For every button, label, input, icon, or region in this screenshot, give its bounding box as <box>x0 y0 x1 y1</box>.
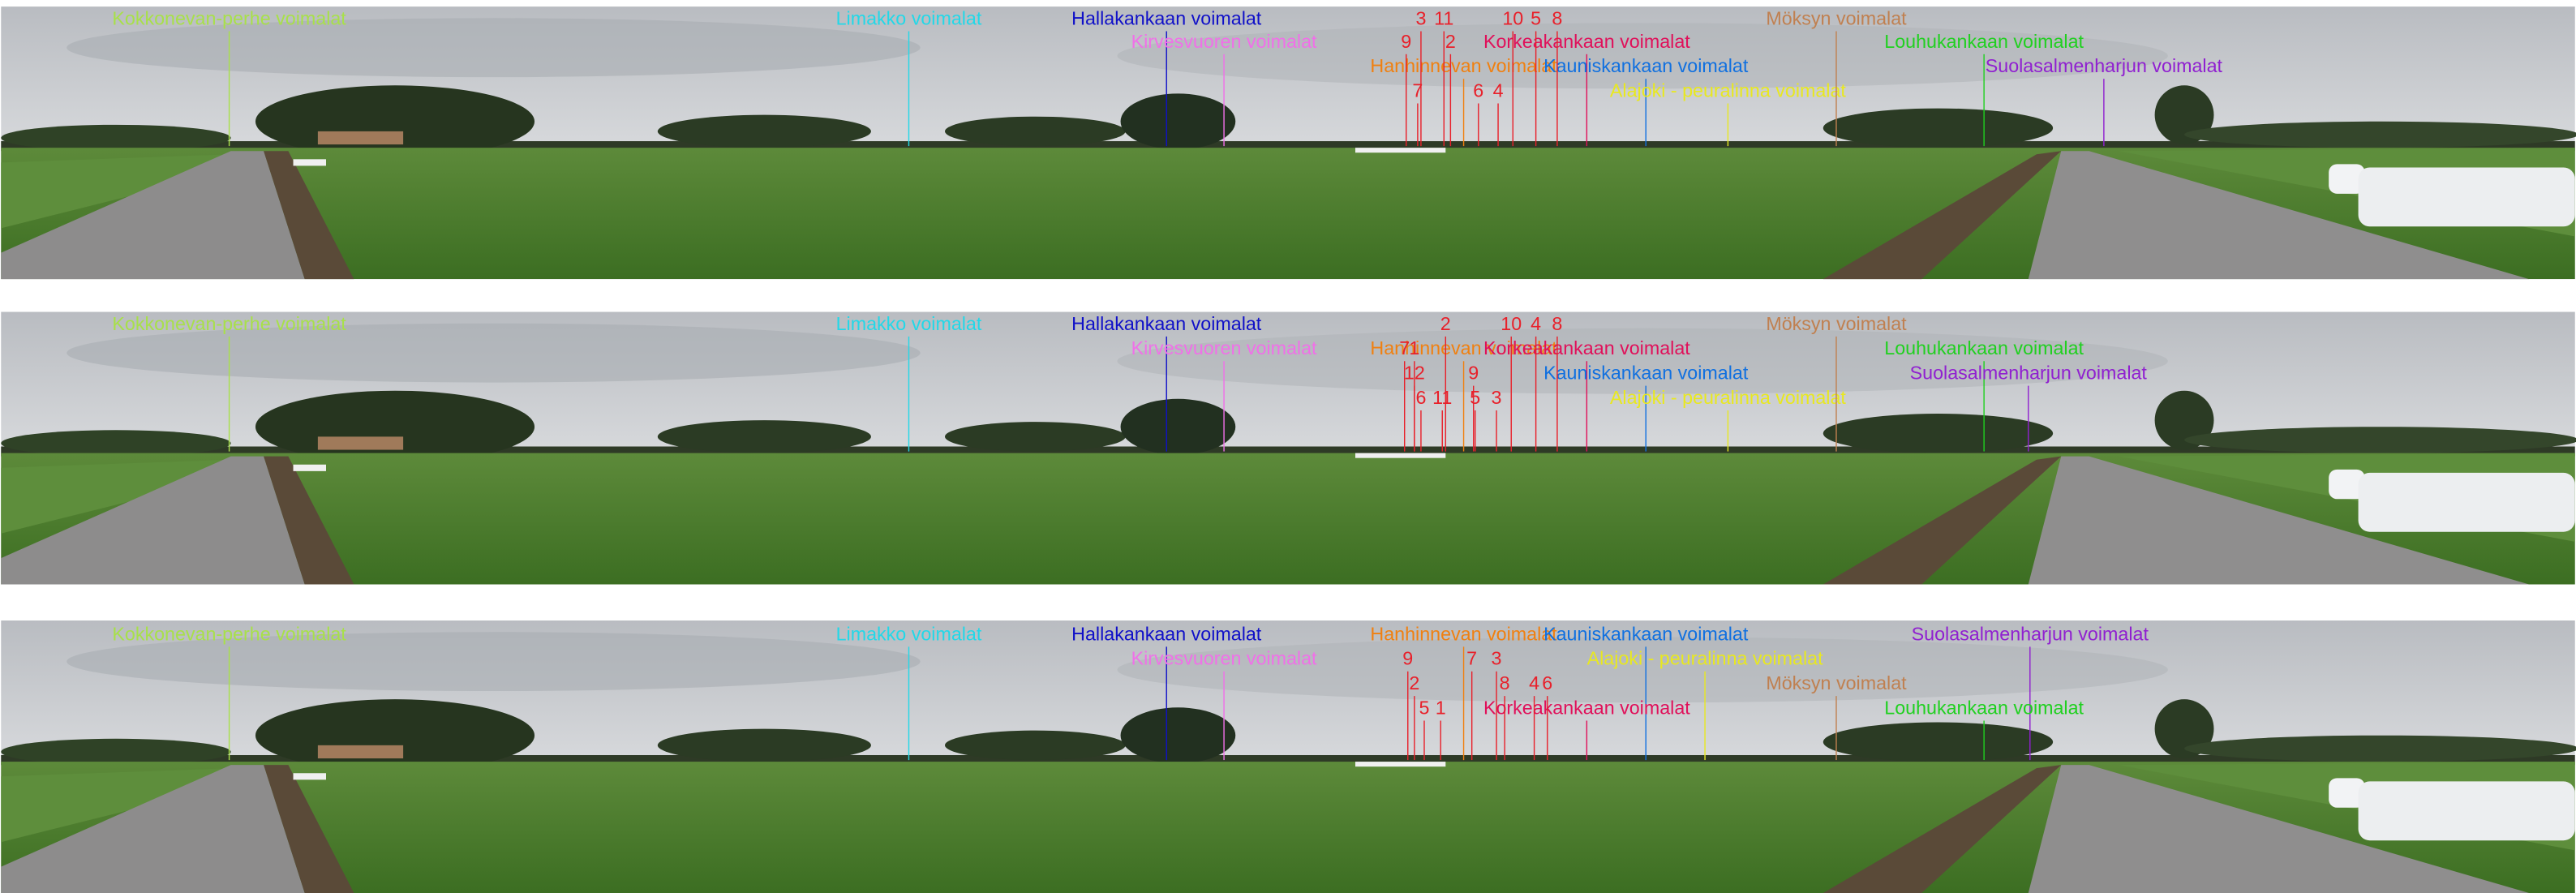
turbine-number: 7 <box>1412 79 1423 101</box>
turbine-number: 7 <box>1399 337 1410 358</box>
turbine-number: 1 <box>1436 697 1446 718</box>
turbine-number: 8 <box>1552 7 1562 28</box>
turbine-number: 2 <box>1409 672 1419 693</box>
turbine-number: 4 <box>1529 672 1539 693</box>
wind-farm-label: Hanhinnevan voimalat <box>1370 55 1557 76</box>
wind-farm-label: Kauniskankaan voimalat <box>1543 363 1749 384</box>
wind-farm-label: Kokkonevan-perhe voimalat <box>112 7 346 28</box>
turbine-number: 8 <box>1500 672 1510 693</box>
turbine-number: 2 <box>1440 313 1451 334</box>
wind-farm-label: Kauniskankaan voimalat <box>1543 623 1749 644</box>
wind-farm-label: Möksyn voimalat <box>1766 7 1907 28</box>
turbine-number: 7 <box>1466 648 1477 669</box>
turbine-number: 3 <box>1492 648 1502 669</box>
turbine-number: 12 <box>1404 363 1425 384</box>
turbine-number: 4 <box>1493 79 1504 101</box>
turbine-number: 5 <box>1419 697 1430 718</box>
turbine-number: 11 <box>1434 7 1453 28</box>
turbine-number: 2 <box>1445 31 1456 52</box>
turbine-number: 9 <box>1468 363 1479 384</box>
wind-farm-label: Louhukankaan voimalat <box>1884 31 2084 52</box>
wind-farm-label: Alajoki - peuralinna voimalat <box>1610 387 1847 408</box>
wind-farm-label: Korkeakankaan voimalat <box>1483 697 1690 718</box>
wind-farm-label: Alajoki - peuralinna voimalat <box>1587 648 1824 669</box>
turbine-number: 11 <box>1432 387 1452 408</box>
wind-farm-label: Kokkonevan-perhe voimalat <box>112 623 346 644</box>
turbine-number: 6 <box>1473 79 1483 101</box>
label-layer: Kokkonevan-perhe voimalat Limakko voimala… <box>112 7 2223 761</box>
wind-farm-label: Kauniskankaan voimalat <box>1543 55 1749 76</box>
wind-farm-label: Suolasalmenharjun voimalat <box>1986 55 2223 76</box>
wind-farm-label: Hanhinnevan voimalat <box>1370 337 1557 358</box>
turbine-number: 5 <box>1531 7 1541 28</box>
wind-farm-label: Louhukankaan voimalat <box>1884 697 2084 718</box>
wind-farm-label: Möksyn voimalat <box>1766 672 1907 693</box>
wind-farm-label: Kirvesvuoren voimalat <box>1131 337 1317 358</box>
wind-farm-label: Limakko voimalat <box>836 7 982 28</box>
wind-farm-label: Kokkonevan-perhe voimalat <box>112 313 346 334</box>
wind-farm-label: Louhukankaan voimalat <box>1884 337 2084 358</box>
wind-farm-label: Korkeakankaan voimalat <box>1483 337 1690 358</box>
wind-farm-label: Hanhinnevan voimalat <box>1370 623 1557 644</box>
turbine-number: 3 <box>1415 7 1426 28</box>
turbine-number: 6 <box>1415 387 1426 408</box>
turbine-number: 9 <box>1401 31 1411 52</box>
wind-farm-label: Hallakankaan voimalat <box>1071 623 1262 644</box>
turbine-number: 1 <box>1409 337 1419 358</box>
turbine-number: 8 <box>1552 313 1562 334</box>
turbine-number: 10 <box>1501 313 1522 334</box>
wind-farm-label: Kirvesvuoren voimalat <box>1131 648 1317 669</box>
turbine-number: 10 <box>1502 7 1523 28</box>
turbine-number: 9 <box>1402 648 1413 669</box>
wind-farm-label: Alajoki - peuralinna voimalat <box>1610 79 1847 101</box>
turbine-number: 4 <box>1531 313 1541 334</box>
turbine-number: 3 <box>1492 387 1502 408</box>
wind-farm-label: Hallakankaan voimalat <box>1071 7 1262 28</box>
wind-farm-label: Hallakankaan voimalat <box>1071 313 1262 334</box>
turbine-number: 6 <box>1542 672 1552 693</box>
wind-farm-label: Möksyn voimalat <box>1766 313 1907 334</box>
wind-farm-label: Limakko voimalat <box>836 623 982 644</box>
turbine-number: 5 <box>1470 387 1480 408</box>
wind-farm-label: Korkeakankaan voimalat <box>1483 31 1690 52</box>
wind-farm-label: Kirvesvuoren voimalat <box>1131 31 1317 52</box>
wind-farm-label: Suolasalmenharjun voimalat <box>1910 363 2148 384</box>
wind-farm-label: Limakko voimalat <box>836 313 982 334</box>
wind-farm-label: Suolasalmenharjun voimalat <box>1912 623 2149 644</box>
